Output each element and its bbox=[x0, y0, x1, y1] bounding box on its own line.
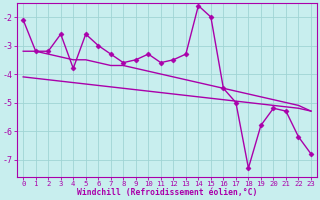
X-axis label: Windchill (Refroidissement éolien,°C): Windchill (Refroidissement éolien,°C) bbox=[77, 188, 257, 197]
